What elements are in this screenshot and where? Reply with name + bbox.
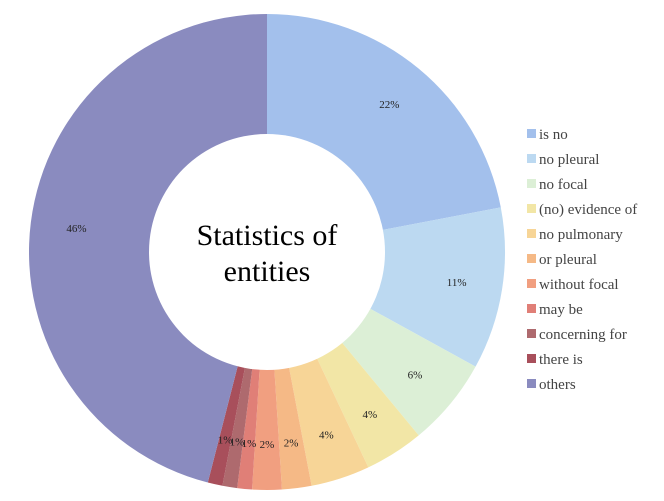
legend-label-no-pulmonary: no pulmonary: [539, 227, 623, 243]
slice-label-no-pulmonary: 4%: [319, 430, 334, 442]
slice-label-or-pleural: 2%: [284, 437, 299, 449]
chart-title-line-1: Statistics of: [197, 219, 338, 252]
slice-label-may-be: 1%: [242, 438, 257, 450]
donut-hole: [149, 134, 385, 370]
legend-swatch-may-be: [527, 304, 536, 313]
legend-label-there-is: there is: [539, 352, 583, 368]
legend-swatch-there-is: [527, 354, 536, 363]
slice-label-without-focal: 2%: [260, 439, 275, 451]
chart-legend: is no no pleural no focal (no) evidence of n…: [527, 127, 637, 393]
slice-label-no-evidence-of: 4%: [363, 409, 378, 421]
legend-swatch-no-evidence-of: [527, 204, 536, 213]
legend-swatch-no-pleural: [527, 154, 536, 163]
legend-label-others: others: [539, 377, 576, 393]
legend-label-is-no: is no: [539, 127, 568, 143]
legend-label-no-pleural: no pleural: [539, 152, 599, 168]
legend-label-concerning-for: concerning for: [539, 327, 627, 343]
slice-label-is-no: 22%: [379, 99, 399, 111]
legend-swatch-is-no: [527, 129, 536, 138]
legend-label-may-be: may be: [539, 302, 583, 318]
slice-label-no-pleural: 11%: [447, 277, 467, 289]
legend-label-no-evidence-of: (no) evidence of: [539, 202, 637, 218]
legend-swatch-others: [527, 379, 536, 388]
slice-label-there-is: 1%: [218, 434, 233, 446]
slice-label-concerning-for: 1%: [230, 437, 245, 449]
chart-slice-labels: 22%11%6%4%4%2%2%1%1%1%46%: [66, 99, 466, 451]
slice-others: [28, 14, 267, 483]
slice-without-focal: [252, 252, 282, 490]
legend-label-or-pleural: or pleural: [539, 252, 597, 268]
legend-swatch-concerning-for: [527, 329, 536, 338]
legend-label-no-focal: no focal: [539, 177, 588, 193]
legend-label-without-focal: without focal: [539, 277, 619, 293]
legend-swatch-or-pleural: [527, 254, 536, 263]
chart-title-line-2: entities: [224, 255, 311, 288]
legend-swatch-no-focal: [527, 179, 536, 188]
legend-swatch-no-pulmonary: [527, 229, 536, 238]
slice-label-others: 46%: [66, 223, 86, 235]
slice-label-no-focal: 6%: [408, 369, 423, 381]
legend-swatch-without-focal: [527, 279, 536, 288]
